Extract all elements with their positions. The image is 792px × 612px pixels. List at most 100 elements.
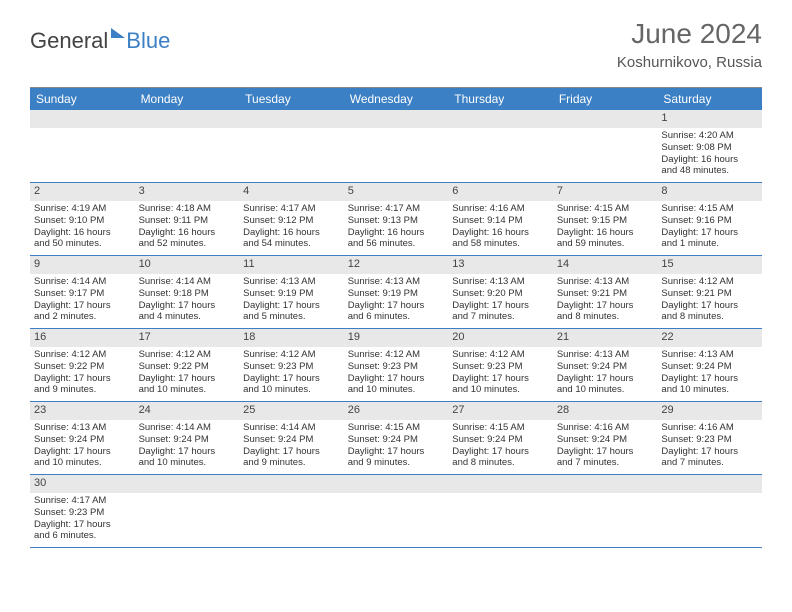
day-number: 23 (30, 402, 135, 420)
day-number (135, 110, 240, 128)
daylight-line2: and 4 minutes. (139, 311, 236, 323)
daylight-line2: and 56 minutes. (348, 238, 445, 250)
daylight-line2: and 6 minutes. (34, 530, 131, 542)
sunset-line: Sunset: 9:21 PM (661, 288, 758, 300)
day-body: Sunrise: 4:13 AMSunset: 9:24 PMDaylight:… (30, 420, 135, 472)
day-cell: 4Sunrise: 4:17 AMSunset: 9:12 PMDaylight… (239, 183, 344, 255)
sunset-line: Sunset: 9:21 PM (557, 288, 654, 300)
daylight-line2: and 5 minutes. (243, 311, 340, 323)
day-number: 6 (448, 183, 553, 201)
sunrise-line: Sunrise: 4:12 AM (452, 349, 549, 361)
day-number: 29 (657, 402, 762, 420)
day-cell: 3Sunrise: 4:18 AMSunset: 9:11 PMDaylight… (135, 183, 240, 255)
sunset-line: Sunset: 9:11 PM (139, 215, 236, 227)
sunrise-line: Sunrise: 4:13 AM (557, 276, 654, 288)
day-number: 13 (448, 256, 553, 274)
daylight-line2: and 10 minutes. (661, 384, 758, 396)
day-number: 19 (344, 329, 449, 347)
day-body: Sunrise: 4:14 AMSunset: 9:18 PMDaylight:… (135, 274, 240, 326)
daylight-line1: Daylight: 17 hours (661, 227, 758, 239)
daylight-line2: and 9 minutes. (34, 384, 131, 396)
day-cell (344, 475, 449, 547)
dow-row: Sunday Monday Tuesday Wednesday Thursday… (30, 88, 762, 110)
sunset-line: Sunset: 9:18 PM (139, 288, 236, 300)
day-cell (30, 110, 135, 182)
day-cell (657, 475, 762, 547)
month-title: June 2024 (617, 18, 762, 50)
day-body: Sunrise: 4:12 AMSunset: 9:23 PMDaylight:… (344, 347, 449, 399)
day-body: Sunrise: 4:17 AMSunset: 9:13 PMDaylight:… (344, 201, 449, 253)
day-number (30, 110, 135, 128)
calendar: Sunday Monday Tuesday Wednesday Thursday… (30, 87, 762, 548)
daylight-line1: Daylight: 17 hours (34, 300, 131, 312)
day-number (448, 475, 553, 493)
daylight-line2: and 1 minute. (661, 238, 758, 250)
day-cell (239, 110, 344, 182)
day-number: 5 (344, 183, 449, 201)
day-number: 28 (553, 402, 658, 420)
brand-part1: General (30, 28, 108, 54)
day-cell (239, 475, 344, 547)
day-body: Sunrise: 4:12 AMSunset: 9:22 PMDaylight:… (30, 347, 135, 399)
day-body: Sunrise: 4:15 AMSunset: 9:15 PMDaylight:… (553, 201, 658, 253)
daylight-line1: Daylight: 17 hours (139, 300, 236, 312)
daylight-line2: and 54 minutes. (243, 238, 340, 250)
sunset-line: Sunset: 9:19 PM (348, 288, 445, 300)
sunrise-line: Sunrise: 4:13 AM (34, 422, 131, 434)
daylight-line1: Daylight: 17 hours (34, 519, 131, 531)
day-cell: 14Sunrise: 4:13 AMSunset: 9:21 PMDayligh… (553, 256, 658, 328)
sunset-line: Sunset: 9:23 PM (34, 507, 131, 519)
dow-thursday: Thursday (448, 88, 553, 110)
day-number: 9 (30, 256, 135, 274)
day-number (553, 110, 658, 128)
sunset-line: Sunset: 9:24 PM (348, 434, 445, 446)
day-number: 2 (30, 183, 135, 201)
day-cell: 27Sunrise: 4:15 AMSunset: 9:24 PMDayligh… (448, 402, 553, 474)
sunset-line: Sunset: 9:24 PM (34, 434, 131, 446)
daylight-line2: and 50 minutes. (34, 238, 131, 250)
day-number (344, 110, 449, 128)
sunset-line: Sunset: 9:24 PM (452, 434, 549, 446)
day-body: Sunrise: 4:18 AMSunset: 9:11 PMDaylight:… (135, 201, 240, 253)
daylight-line1: Daylight: 16 hours (661, 154, 758, 166)
dow-sunday: Sunday (30, 88, 135, 110)
day-number: 17 (135, 329, 240, 347)
sunset-line: Sunset: 9:16 PM (661, 215, 758, 227)
day-cell: 1Sunrise: 4:20 AMSunset: 9:08 PMDaylight… (657, 110, 762, 182)
day-number: 20 (448, 329, 553, 347)
day-body: Sunrise: 4:17 AMSunset: 9:12 PMDaylight:… (239, 201, 344, 253)
day-number (657, 475, 762, 493)
week-row: 1Sunrise: 4:20 AMSunset: 9:08 PMDaylight… (30, 110, 762, 183)
day-body: Sunrise: 4:17 AMSunset: 9:23 PMDaylight:… (30, 493, 135, 545)
day-cell: 15Sunrise: 4:12 AMSunset: 9:21 PMDayligh… (657, 256, 762, 328)
daylight-line1: Daylight: 17 hours (243, 446, 340, 458)
daylight-line1: Daylight: 17 hours (452, 446, 549, 458)
day-cell (135, 475, 240, 547)
day-number: 16 (30, 329, 135, 347)
sunrise-line: Sunrise: 4:12 AM (348, 349, 445, 361)
day-cell: 6Sunrise: 4:16 AMSunset: 9:14 PMDaylight… (448, 183, 553, 255)
sunset-line: Sunset: 9:13 PM (348, 215, 445, 227)
sunset-line: Sunset: 9:08 PM (661, 142, 758, 154)
sunrise-line: Sunrise: 4:13 AM (557, 349, 654, 361)
sunset-line: Sunset: 9:14 PM (452, 215, 549, 227)
sunrise-line: Sunrise: 4:19 AM (34, 203, 131, 215)
day-cell: 25Sunrise: 4:14 AMSunset: 9:24 PMDayligh… (239, 402, 344, 474)
daylight-line2: and 9 minutes. (348, 457, 445, 469)
sunset-line: Sunset: 9:24 PM (661, 361, 758, 373)
day-body: Sunrise: 4:15 AMSunset: 9:24 PMDaylight:… (448, 420, 553, 472)
sunrise-line: Sunrise: 4:18 AM (139, 203, 236, 215)
title-block: June 2024 Koshurnikovo, Russia (617, 18, 762, 71)
day-number: 10 (135, 256, 240, 274)
day-cell: 11Sunrise: 4:13 AMSunset: 9:19 PMDayligh… (239, 256, 344, 328)
day-body: Sunrise: 4:13 AMSunset: 9:20 PMDaylight:… (448, 274, 553, 326)
day-body: Sunrise: 4:14 AMSunset: 9:24 PMDaylight:… (135, 420, 240, 472)
sunrise-line: Sunrise: 4:12 AM (243, 349, 340, 361)
sunset-line: Sunset: 9:12 PM (243, 215, 340, 227)
brand-part2: Blue (126, 28, 170, 54)
day-cell: 18Sunrise: 4:12 AMSunset: 9:23 PMDayligh… (239, 329, 344, 401)
week-row: 9Sunrise: 4:14 AMSunset: 9:17 PMDaylight… (30, 256, 762, 329)
day-cell (448, 110, 553, 182)
day-body: Sunrise: 4:12 AMSunset: 9:22 PMDaylight:… (135, 347, 240, 399)
day-body: Sunrise: 4:20 AMSunset: 9:08 PMDaylight:… (657, 128, 762, 180)
